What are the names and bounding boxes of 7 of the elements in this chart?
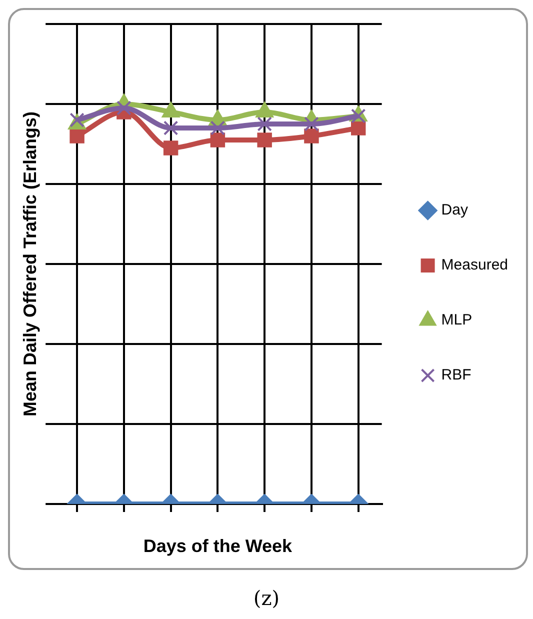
legend-label: Measured bbox=[441, 256, 508, 274]
y-axis-title: Mean Daily Offered Traffic (Erlangs) bbox=[20, 111, 40, 417]
legend-label: RBF bbox=[441, 366, 472, 384]
legend-label: Day bbox=[441, 202, 468, 219]
text: (z) bbox=[252, 586, 281, 610]
legend-label: MLP bbox=[441, 312, 472, 329]
x-axis-title: Days of the Week bbox=[143, 536, 294, 556]
